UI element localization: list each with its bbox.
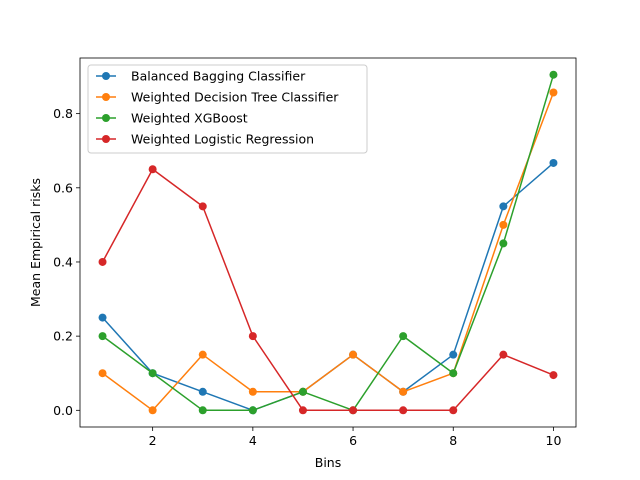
series-line (102, 74, 555, 412)
data-point (449, 369, 458, 378)
data-point (248, 332, 257, 341)
data-point (148, 369, 157, 378)
data-point (98, 257, 107, 266)
x-tick-label: 4 (249, 433, 257, 448)
legend-marker (102, 114, 110, 122)
legend-entry: Weighted Decision Tree Classifier (96, 90, 339, 105)
y-tick-label: 0.6 (53, 180, 73, 195)
series-4 (98, 165, 558, 415)
y-axis-label: Mean Empirical risks (28, 178, 43, 307)
legend-entry: Weighted XGBoost (96, 111, 248, 126)
legend-box (87, 64, 368, 154)
legend-label: Weighted Decision Tree Classifier (131, 90, 339, 105)
legend-marker (102, 135, 110, 143)
legend-label: Weighted Logistic Regression (131, 132, 314, 147)
series-layer (98, 70, 558, 415)
data-point (349, 406, 358, 415)
legend-label: Balanced Bagging Classifier (131, 69, 306, 84)
data-point (198, 202, 207, 211)
data-point (549, 88, 558, 97)
x-tick-label: 10 (546, 433, 562, 448)
data-point (449, 350, 458, 359)
data-point (399, 406, 408, 415)
x-tick-label: 6 (349, 433, 357, 448)
data-point (298, 406, 307, 415)
series-line (101, 168, 554, 412)
legend-marker (102, 93, 110, 101)
legend-marker (102, 72, 110, 80)
data-point (198, 406, 207, 415)
data-point (98, 369, 107, 378)
x-axis-ticks: 2 4 6 8 10 (149, 427, 562, 448)
legend-entry: Weighted Logistic Regression (96, 132, 314, 147)
data-point (298, 387, 307, 396)
data-point (549, 158, 558, 167)
data-point (399, 387, 408, 396)
data-point (399, 332, 408, 341)
data-point (499, 202, 508, 211)
data-point (148, 165, 157, 174)
data-point (198, 387, 207, 396)
data-point (549, 70, 558, 79)
data-point (198, 350, 207, 359)
data-point (499, 239, 508, 248)
legend-entry: Balanced Bagging Classifier (96, 69, 306, 84)
y-tick-label: 0.2 (53, 329, 73, 344)
y-axis-ticks: 0.0 0.2 0.4 0.6 0.8 (53, 106, 80, 418)
x-tick-label: 8 (449, 433, 457, 448)
x-axis-label: Bins (315, 455, 341, 470)
data-point (349, 350, 358, 359)
y-tick-label: 0.0 (53, 403, 73, 418)
data-point (449, 406, 458, 415)
series-line (102, 92, 555, 412)
data-point (248, 387, 257, 396)
data-point (499, 220, 508, 229)
data-point (499, 350, 508, 359)
legend: Balanced Bagging Classifier Weighted Deci… (87, 64, 368, 154)
data-point (148, 406, 157, 415)
x-tick-label: 2 (149, 433, 157, 448)
data-point (98, 332, 107, 341)
data-point (98, 313, 107, 322)
data-point (248, 406, 257, 415)
y-tick-label: 0.4 (53, 254, 73, 269)
data-point (549, 371, 558, 380)
y-tick-label: 0.8 (53, 106, 73, 121)
legend-label: Weighted XGBoost (131, 111, 248, 126)
